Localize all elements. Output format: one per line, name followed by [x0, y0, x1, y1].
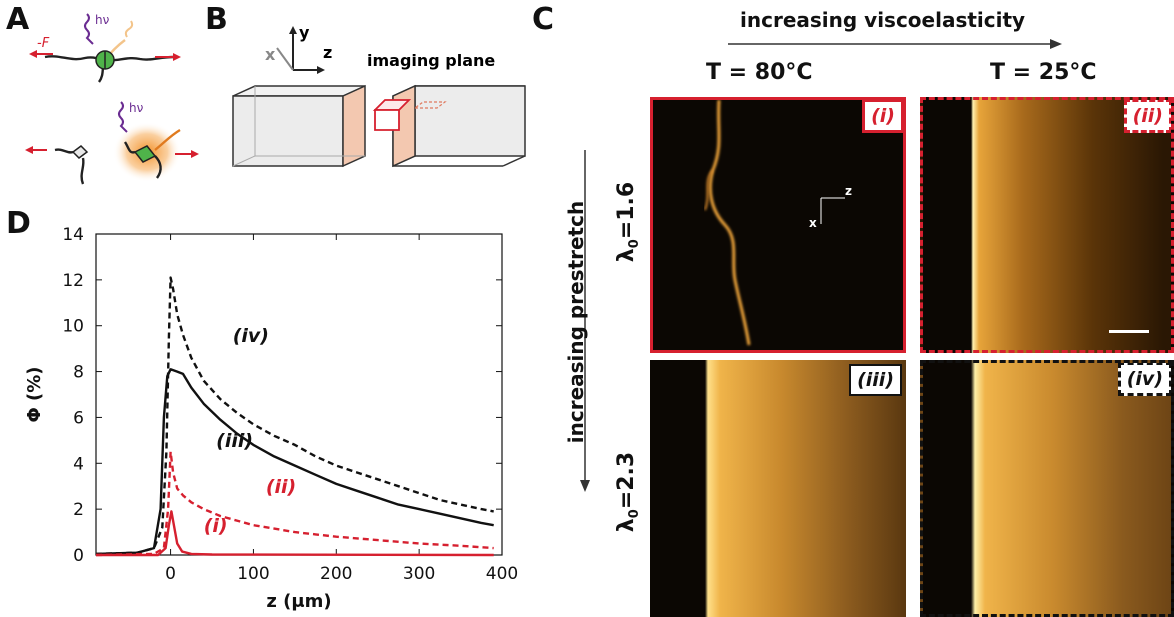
photon-squiggle-icon: [84, 13, 94, 45]
crack-trace-icon: [704, 100, 751, 346]
inset-axis-x-label: x: [809, 216, 817, 230]
imaging-plane-label: imaging plane: [367, 51, 495, 70]
y-tick-label: 8: [73, 363, 84, 383]
x-tick-label: 0: [165, 564, 176, 584]
y-tick-label: 2: [73, 500, 84, 520]
viscoelasticity-arrow-icon: [728, 39, 1062, 49]
tag-iv: (iv): [1117, 363, 1171, 396]
micrograph-iii: (iii): [650, 360, 906, 617]
column-label-80c: T = 80°C: [706, 60, 813, 85]
broken-chain-icon: [25, 145, 89, 185]
hv-bottom-label: hν: [129, 101, 144, 115]
x-tick-label: 100: [237, 564, 269, 584]
axis-x-label: x: [265, 45, 276, 64]
series-line-iv: [95, 276, 494, 556]
annotation-iii: (iii): [216, 430, 253, 452]
axis-z-label: z: [323, 43, 332, 62]
panel-label-b: B: [205, 2, 228, 37]
panel-label-a: A: [6, 2, 30, 37]
y-tick-label: 12: [62, 271, 84, 291]
axis-triad-icon: [276, 26, 325, 74]
plot-frame: [95, 233, 503, 556]
annotation-iv: (iv): [233, 325, 269, 347]
x-tick-label: 300: [403, 564, 435, 584]
scale-bar: [1109, 330, 1149, 333]
micrograph-i: z x (i): [650, 97, 906, 353]
sample-block-right: [392, 84, 526, 168]
panel-label-d: D: [6, 206, 31, 241]
inset-axis-z-label: z: [845, 184, 852, 198]
sample-block-left: [232, 84, 366, 168]
x-tick-label: 400: [486, 564, 518, 584]
panel-b-schematic: y z x imaging plane: [232, 23, 526, 168]
force-arrow-right-icon: [155, 53, 181, 61]
viscoelasticity-label: increasing viscoelasticity: [740, 8, 1026, 32]
imaging-plane-icon: [372, 99, 447, 131]
micrograph-iv: (iv): [920, 360, 1174, 617]
micrograph-ii: (ii): [920, 97, 1174, 353]
panel-label-c: C: [532, 2, 555, 37]
x-axis-label: z (μm): [266, 591, 331, 612]
x-tick-label: 200: [320, 564, 352, 584]
force-arrow-left-icon: [29, 50, 53, 58]
series-line-ii: [95, 450, 494, 557]
tag-i: (i): [862, 100, 903, 133]
annotation-ii: (ii): [266, 476, 296, 498]
inset-axes-icon: [820, 197, 845, 224]
series-line-iii: [95, 368, 494, 556]
axis-y-label: y: [299, 23, 310, 42]
prestretch-label: increasing prestretch: [564, 200, 588, 444]
phi-vs-z-chart: 0 100 200 300 400 0 2 4 6 8 10 12 14 (iv) (iii) (ii) (i)…: [24, 225, 518, 612]
y-axis-label: Φ (%): [24, 366, 45, 422]
panel-a-schematic: hν -F hν: [25, 13, 199, 185]
y-tick-label: 6: [73, 408, 84, 428]
hv-top-label: hν: [95, 13, 110, 27]
tag-ii: (ii): [1123, 100, 1171, 133]
force-label: -F: [37, 36, 50, 51]
annotation-i: (i): [204, 515, 228, 537]
y-tick-label: 0: [73, 546, 84, 566]
prestretch-arrow-icon: [580, 150, 590, 492]
series-line-i: [96, 510, 494, 557]
tag-iii: (iii): [849, 364, 902, 396]
glowing-mechanophore-icon: [113, 101, 199, 182]
column-label-25c: T = 25°C: [990, 60, 1097, 85]
row-label-2-3: λ0=2.3: [613, 451, 643, 533]
y-tick-label: 4: [73, 454, 84, 474]
row-label-1-6: λ0=1.6: [613, 181, 643, 263]
y-tick-label: 10: [62, 317, 84, 337]
y-tick-label: 14: [62, 225, 84, 245]
